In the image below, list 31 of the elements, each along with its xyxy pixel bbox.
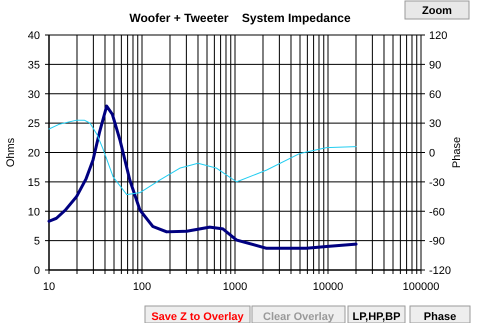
y-axis-title: Ohms [5,137,17,168]
y2-tick-label: 90 [429,59,442,72]
text: Phase [424,311,456,323]
x-tick-label: 1000 [222,281,248,293]
y2-tick-label: 30 [429,118,442,130]
text: LP,HP,BP [352,311,400,323]
y-tick-label: 25 [28,118,40,130]
chart-title: Woofer + Tweeter System Impedance [129,11,351,25]
text: Save Z to Overlay [151,311,245,323]
x-tick-label: 100 [132,281,152,293]
x-tick-label: 10 [42,281,56,293]
y2-tick-label: -30 [429,176,445,189]
y2-tick-label: 0 [429,148,436,160]
y2-tick-label: 120 [429,30,448,42]
y-tick-label: 20 [28,148,40,160]
y-tick-label: 10 [28,206,40,218]
y2-tick-label: 60 [429,88,442,101]
text: Zoom [422,5,452,17]
y2-tick-label: -90 [429,236,445,248]
x-tick-label: 10000 [312,281,344,293]
y-tick-label: 40 [28,30,40,42]
y-tick-label: 5 [34,236,40,248]
y-tick-label: 0 [34,265,40,277]
y-tick-label: 35 [28,59,40,72]
y2-tick-label: -120 [429,265,452,277]
y-tick-label: 15 [28,176,40,189]
text: Clear Overlay [263,311,335,323]
x-tick-label: 100000 [402,281,440,293]
y2-tick-label: -60 [429,206,445,218]
y-tick-label: 30 [28,88,40,101]
y2-axis-title: Phase [451,136,463,168]
